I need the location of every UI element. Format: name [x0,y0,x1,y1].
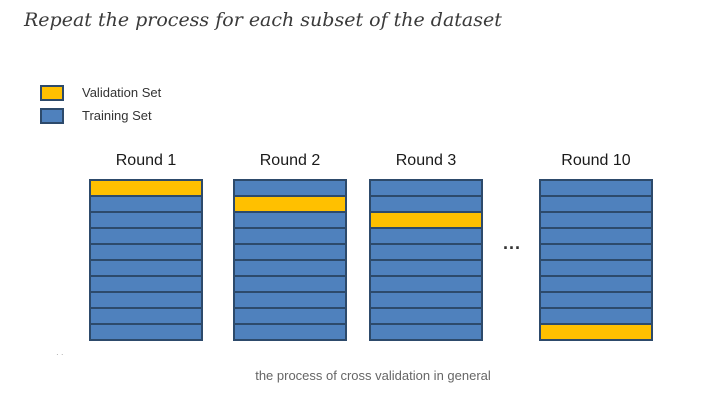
training-fold [91,213,201,227]
legend-swatch-validation [40,85,64,101]
training-fold [91,325,201,339]
training-fold [91,277,201,291]
legend-label-validation: Validation Set [82,85,162,100]
training-fold [235,181,345,195]
training-fold [91,229,201,243]
training-fold [91,309,201,323]
training-fold [235,261,345,275]
training-fold [541,245,651,259]
page-title: Repeat the process for each subset of th… [24,9,502,31]
validation-fold [541,325,651,339]
training-fold [371,197,481,211]
training-fold [541,293,651,307]
stray-marks: · · [56,350,64,359]
training-fold [235,325,345,339]
fold-column-round-3 [369,179,483,341]
training-fold [91,197,201,211]
training-fold [371,309,481,323]
training-fold [371,277,481,291]
training-fold [91,261,201,275]
training-fold [371,261,481,275]
training-fold [541,277,651,291]
training-fold [371,245,481,259]
fold-column-round-1 [89,179,203,341]
training-fold [541,261,651,275]
legend-label-training: Training Set [82,108,152,123]
training-fold [371,293,481,307]
training-fold [541,181,651,195]
training-fold [371,325,481,339]
training-fold [235,309,345,323]
round-label-10: Round 10 [561,152,631,169]
training-fold [235,293,345,307]
training-fold [541,213,651,227]
round-label-3: Round 3 [395,152,457,169]
ellipsis: ... [503,233,522,253]
fold-column-round-2 [233,179,347,341]
training-fold [541,309,651,323]
training-fold [235,277,345,291]
validation-fold [235,197,345,211]
training-fold [235,213,345,227]
validation-fold [371,213,481,227]
training-fold [235,245,345,259]
training-fold [371,229,481,243]
training-fold [541,229,651,243]
figure-caption: the process of cross validation in gener… [255,368,491,383]
round-label-2: Round 2 [259,152,321,169]
training-fold [91,293,201,307]
training-fold [91,245,201,259]
training-fold [541,197,651,211]
training-fold [371,181,481,195]
fold-column-round-10 [539,179,653,341]
round-label-1: Round 1 [115,152,177,169]
training-fold [235,229,345,243]
legend-swatch-training [40,108,64,124]
validation-fold [91,181,201,195]
